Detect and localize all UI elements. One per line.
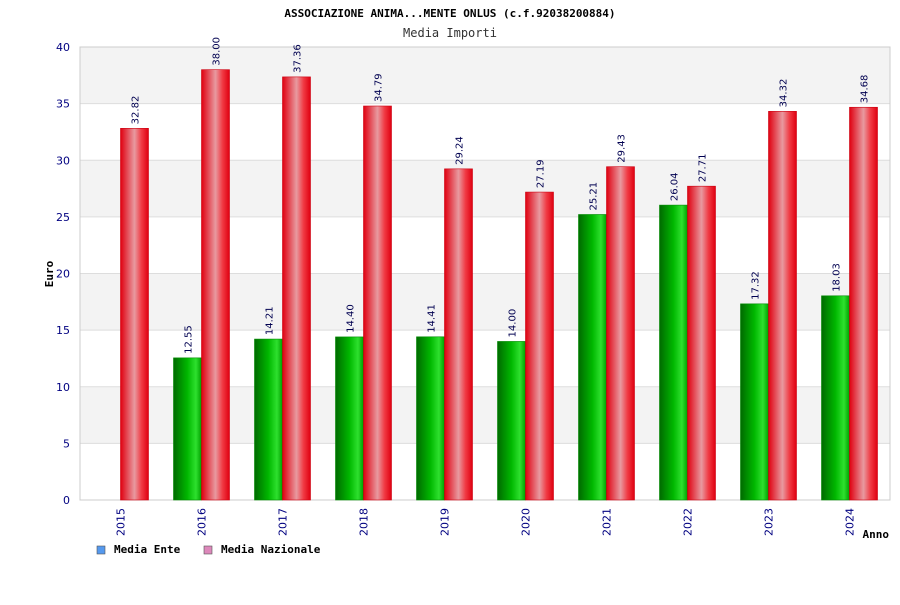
- x-tick-label: 2015: [115, 508, 128, 536]
- bar-media-nazionale: [282, 76, 311, 501]
- y-tick-label: 0: [63, 494, 70, 507]
- bar-media-ente: [578, 214, 607, 501]
- y-tick-label: 35: [56, 98, 70, 111]
- bar-media-ente: [335, 336, 364, 501]
- y-tick-label: 30: [56, 154, 70, 167]
- x-tick-label: 2020: [520, 508, 533, 536]
- legend-label: Media Nazionale: [221, 543, 321, 556]
- bar-value-label: 14.40: [346, 304, 357, 333]
- bar-value-label: 29.24: [455, 136, 466, 165]
- bar-media-ente: [659, 204, 688, 501]
- y-tick-label: 10: [56, 381, 70, 394]
- bar-media-ente: [173, 357, 202, 501]
- chart-subtitle: Media Importi: [403, 26, 497, 40]
- bar-value-label: 27.19: [536, 159, 547, 188]
- bars: [120, 69, 878, 501]
- x-tick-label: 2017: [277, 508, 290, 536]
- x-axis-ticks: 2015 2016 2017 2018 2019 2020 2021 2022 2023 2024: [115, 508, 857, 536]
- y-axis-ticks: 0 5 10 15 20 25 30 35 40: [56, 41, 70, 507]
- y-axis-label: Euro: [43, 260, 56, 287]
- plot-area-border: [79, 46, 891, 501]
- bar-value-label: 32.82: [131, 96, 142, 125]
- x-tick-label: 2016: [196, 508, 209, 536]
- x-tick-label: 2018: [358, 508, 371, 536]
- bar-media-ente: [254, 338, 283, 501]
- bar-media-nazionale: [201, 69, 230, 501]
- bar-value-label: 29.43: [617, 134, 628, 163]
- y-tick-label: 15: [56, 324, 70, 337]
- bar-media-ente: [416, 336, 445, 501]
- bar-media-nazionale: [687, 185, 716, 501]
- bar-media-nazionale: [363, 105, 392, 501]
- bar-media-nazionale: [768, 111, 797, 501]
- bar-value-label: 12.55: [184, 325, 195, 354]
- bar-media-nazionale: [606, 166, 635, 501]
- legend-label: Media Ente: [114, 543, 181, 556]
- x-tick-label: 2023: [763, 508, 776, 536]
- chart-title: ASSOCIAZIONE ANIMA...MENTE ONLUS (c.f.92…: [284, 7, 615, 20]
- legend-swatch: [203, 545, 213, 555]
- bar-media-nazionale: [444, 168, 473, 501]
- legend: Media Ente Media Nazionale: [96, 543, 321, 556]
- bar-media-ente: [821, 295, 850, 501]
- bar-media-nazionale: [120, 128, 149, 501]
- bar-value-label: 34.32: [779, 79, 790, 108]
- bar-media-ente: [497, 341, 526, 501]
- bar-value-label: 14.41: [427, 304, 438, 333]
- x-tick-label: 2024: [844, 508, 857, 536]
- y-tick-label: 40: [56, 41, 70, 54]
- x-tick-label: 2021: [601, 508, 614, 536]
- bar-value-label: 27.71: [698, 154, 709, 183]
- bar-value-label: 14.00: [508, 309, 519, 338]
- bar-value-label: 37.36: [293, 44, 304, 73]
- y-tick-label: 25: [56, 211, 70, 224]
- bar-value-label: 25.21: [589, 182, 600, 211]
- bar-value-label: 26.04: [670, 172, 681, 201]
- bar-value-label: 34.68: [860, 75, 871, 104]
- x-tick-label: 2022: [682, 508, 695, 536]
- bar-value-label: 18.03: [832, 263, 843, 292]
- legend-swatch: [96, 545, 106, 555]
- bar-value-label: 38.00: [212, 37, 223, 66]
- bar-value-label: 14.21: [265, 306, 276, 335]
- bar-media-nazionale: [849, 106, 878, 501]
- bar-value-label: 17.32: [751, 271, 762, 300]
- y-tick-label: 20: [56, 268, 70, 281]
- y-tick-label: 5: [63, 437, 70, 450]
- x-axis-label: Anno: [863, 528, 890, 541]
- bar-value-label: 34.79: [374, 73, 385, 102]
- x-tick-label: 2019: [439, 508, 452, 536]
- bar-value-labels: 32.82 12.55 38.00 14.21 37.36 14.40 34.79 14.41…: [131, 37, 871, 354]
- bar-media-nazionale: [525, 191, 554, 501]
- bar-media-ente: [740, 303, 769, 501]
